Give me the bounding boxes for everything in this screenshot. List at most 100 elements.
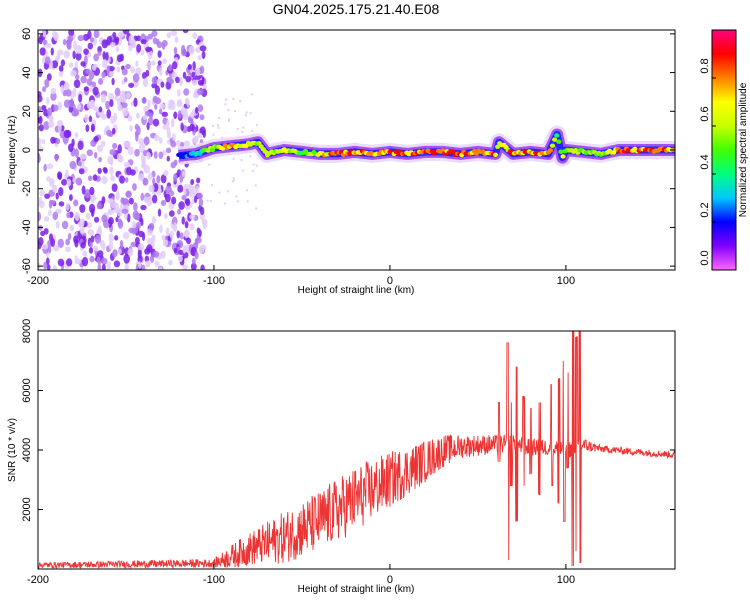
noise-speckle: [88, 115, 93, 123]
noise-speckle: [149, 112, 153, 119]
noise-speckle: [111, 183, 118, 192]
noise-speckle: [146, 244, 153, 253]
noise-speckle: [164, 212, 168, 220]
noise-speckle: [158, 151, 164, 159]
noise-speckle: [173, 46, 178, 55]
noise-speckle: [185, 198, 191, 207]
noise-speckle: [155, 97, 162, 105]
noise-speckle: [54, 153, 59, 162]
noise-speckle: [115, 46, 120, 53]
noise-speckle: [200, 264, 205, 270]
noise-speckle: [226, 190, 229, 193]
noise-speckle: [58, 186, 64, 197]
noise-speckle: [55, 138, 61, 145]
noise-speckle: [181, 194, 187, 201]
noise-speckle: [197, 79, 205, 86]
noise-speckle: [78, 161, 82, 167]
noise-speckle: [55, 192, 59, 200]
noise-speckle: [250, 93, 253, 96]
spectral-peak: [262, 149, 268, 154]
noise-speckle: [183, 187, 187, 197]
noise-speckle: [44, 193, 51, 199]
noise-speckle: [117, 144, 122, 154]
noise-speckle: [182, 264, 188, 270]
noise-speckle: [90, 99, 96, 108]
noise-speckle: [85, 212, 91, 220]
noise-speckle: [146, 122, 150, 131]
colorbar-tick-label: 0.4: [699, 154, 711, 169]
noise-speckle: [83, 220, 88, 228]
noise-speckle: [160, 250, 166, 259]
noise-speckle: [146, 61, 152, 70]
noise-speckle: [52, 265, 57, 270]
noise-speckle: [88, 71, 95, 80]
noise-speckle: [46, 107, 53, 116]
noise-speckle: [107, 155, 114, 165]
snr-xtick-label: 100: [557, 574, 575, 586]
noise-speckle: [117, 248, 122, 255]
noise-speckle: [188, 185, 194, 193]
noise-speckle: [241, 130, 244, 133]
noise-speckle: [38, 196, 43, 204]
noise-speckle: [97, 78, 104, 85]
noise-speckle: [147, 33, 154, 40]
noise-speckle: [58, 71, 63, 78]
noise-speckle: [93, 216, 100, 223]
noise-speckle: [87, 175, 93, 181]
noise-speckle: [162, 58, 167, 65]
noise-speckle: [176, 230, 181, 239]
noise-speckle: [173, 247, 178, 254]
noise-speckle: [151, 170, 156, 178]
noise-speckle: [98, 156, 102, 163]
noise-speckle: [97, 167, 102, 175]
noise-speckle: [173, 222, 177, 231]
noise-speckle: [63, 82, 69, 90]
noise-speckle: [68, 62, 74, 68]
noise-speckle: [107, 198, 114, 204]
noise-speckle: [177, 255, 183, 263]
chart-title: GN04.2025.175.21.40.E08: [273, 1, 440, 17]
noise-speckle: [153, 151, 158, 159]
noise-speckle: [109, 99, 114, 108]
noise-speckle: [165, 185, 172, 195]
noise-speckle: [108, 240, 114, 251]
noise-speckle: [218, 116, 221, 119]
noise-speckle: [108, 92, 115, 102]
noise-speckle: [160, 81, 165, 88]
noise-speckle: [43, 163, 47, 172]
snr-ticks: -200 -100 0 100 8000 6000 4000 2000: [21, 319, 675, 586]
noise-speckle: [221, 136, 224, 139]
noise-speckle: [119, 175, 126, 184]
noise-speckle: [67, 233, 72, 241]
noise-speckle: [74, 132, 79, 139]
noise-speckle: [151, 234, 156, 243]
noise-speckle: [233, 110, 236, 113]
noise-speckle: [49, 177, 55, 188]
noise-speckle: [133, 202, 138, 212]
colorbar-scale: [711, 29, 737, 271]
noise-speckle: [159, 224, 163, 234]
noise-speckle: [182, 71, 187, 79]
noise-speckle: [44, 78, 50, 88]
noise-speckle: [157, 50, 162, 58]
noise-speckle: [193, 135, 199, 143]
noise-speckle: [176, 140, 181, 147]
noise-speckle: [148, 222, 155, 231]
spectrogram-ticks: -200 -100 0 100 60 40 20 0 -20 -40 -60: [21, 28, 675, 287]
noise-speckle: [120, 197, 125, 204]
noise-speckle: [184, 221, 189, 229]
noise-speckle: [191, 79, 198, 86]
noise-speckle: [128, 44, 133, 52]
noise-speckle: [210, 184, 213, 187]
noise-speckle: [108, 71, 114, 77]
spectral-peak: [549, 143, 556, 148]
noise-speckle: [114, 36, 120, 43]
noise-speckle: [165, 227, 170, 237]
noise-speckle: [71, 109, 79, 117]
noise-speckle: [181, 49, 187, 57]
noise-speckle: [93, 135, 99, 143]
noise-speckle: [38, 137, 42, 145]
noise-speckle: [256, 124, 259, 127]
noise-speckle: [58, 65, 64, 72]
noise-speckle: [189, 214, 196, 220]
